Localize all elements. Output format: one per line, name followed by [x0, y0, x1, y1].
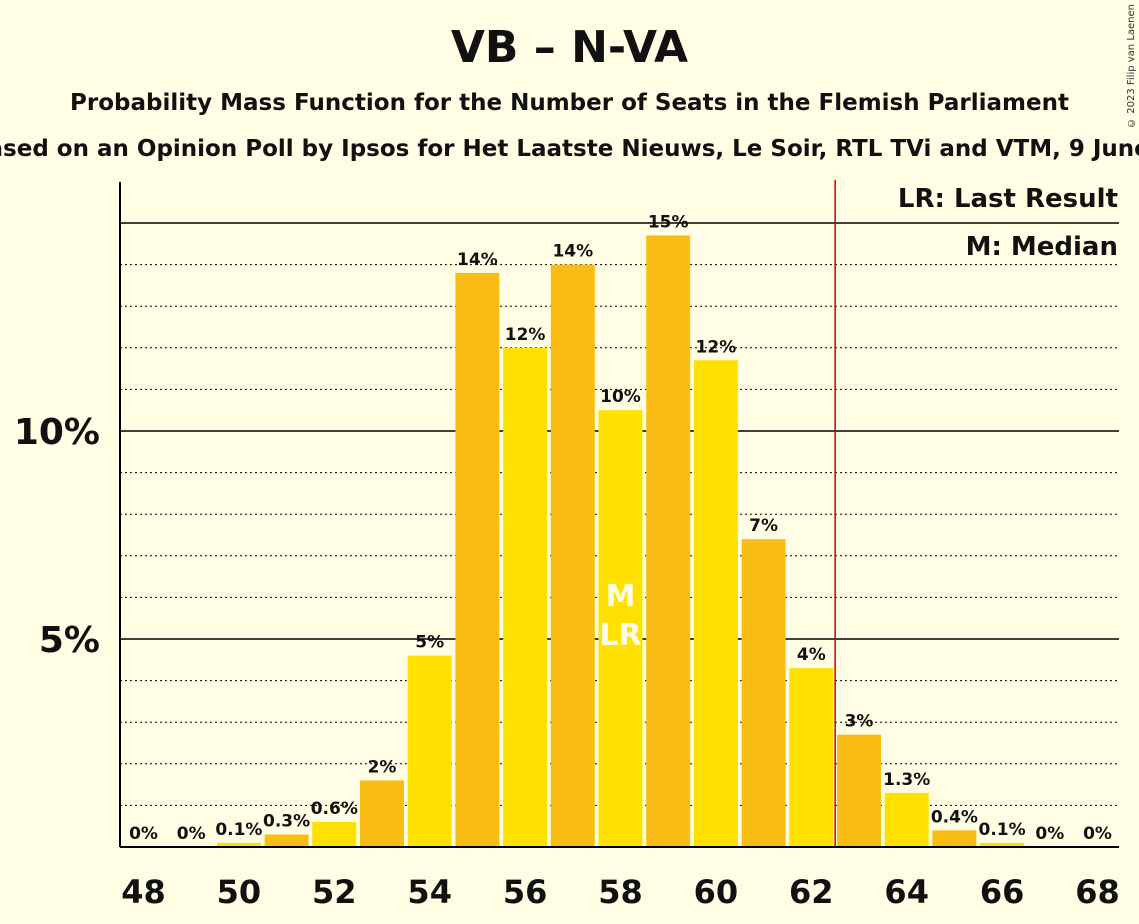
data-label: 4% [797, 645, 826, 665]
data-label: 3% [845, 712, 874, 732]
data-label: 12% [505, 325, 546, 345]
chart-title: VB – N-VA [450, 22, 689, 73]
bar-seats-55 [455, 272, 500, 847]
y-tick-label: 5% [39, 620, 100, 661]
data-label: 1.3% [883, 770, 930, 790]
bar-seats-54 [407, 655, 452, 847]
data-label: 14% [457, 250, 498, 270]
bar-seats-53 [360, 780, 404, 847]
data-label: 5% [415, 633, 444, 653]
bar-seats-60 [693, 360, 738, 847]
median-marker: M [606, 579, 636, 614]
x-tick-label: 48 [121, 873, 166, 911]
data-label: 0.6% [311, 799, 358, 819]
bar-seats-65 [932, 830, 977, 847]
x-tick-label: 52 [312, 873, 357, 911]
bar-seats-63 [837, 734, 881, 847]
bar-seats-66 [980, 842, 1025, 847]
bar-seats-61 [741, 539, 786, 847]
data-label: 0% [1083, 824, 1112, 844]
legend-median: M: Median [965, 232, 1118, 262]
x-tick-label: 62 [789, 873, 834, 911]
y-tick-label: 10% [14, 412, 100, 453]
data-label: 0.1% [215, 820, 262, 840]
bar-seats-59 [646, 235, 691, 848]
data-label: 0% [177, 824, 206, 844]
data-label: 12% [696, 337, 737, 357]
bar-seats-56 [503, 347, 548, 847]
data-label: 0.1% [979, 820, 1026, 840]
legend-last-result: LR: Last Result [897, 184, 1118, 214]
chart-source-subtitle: Based on an Opinion Poll by Ipsos for He… [0, 136, 1139, 162]
x-tick-label: 54 [407, 873, 452, 911]
bar-seats-58 [598, 410, 643, 847]
x-tick-label: 68 [1075, 873, 1120, 911]
x-tick-label: 64 [884, 873, 929, 911]
x-tick-label: 66 [980, 873, 1025, 911]
bar-seats-62 [789, 668, 834, 847]
bar-seats-50 [216, 842, 261, 847]
chart-subtitle: Probability Mass Function for the Number… [70, 90, 1069, 116]
x-tick-label: 56 [503, 873, 548, 911]
x-tick-label: 50 [217, 873, 262, 911]
data-label: 15% [648, 212, 689, 232]
last-result-marker: LR [599, 618, 641, 653]
bar-seats-64 [884, 792, 929, 847]
bar-seats-57 [550, 264, 595, 848]
data-label: 10% [600, 387, 641, 407]
data-label: 0% [1035, 824, 1064, 844]
data-label: 2% [368, 757, 397, 777]
data-label: 0.4% [931, 807, 978, 827]
bar-seats-51 [264, 834, 309, 847]
data-label: 7% [749, 516, 778, 536]
data-label: 0.3% [263, 812, 310, 832]
bar-seats-52 [312, 822, 357, 847]
x-tick-label: 60 [694, 873, 739, 911]
x-tick-label: 58 [598, 873, 643, 911]
data-label: 0% [129, 824, 158, 844]
data-label: 14% [552, 242, 593, 262]
